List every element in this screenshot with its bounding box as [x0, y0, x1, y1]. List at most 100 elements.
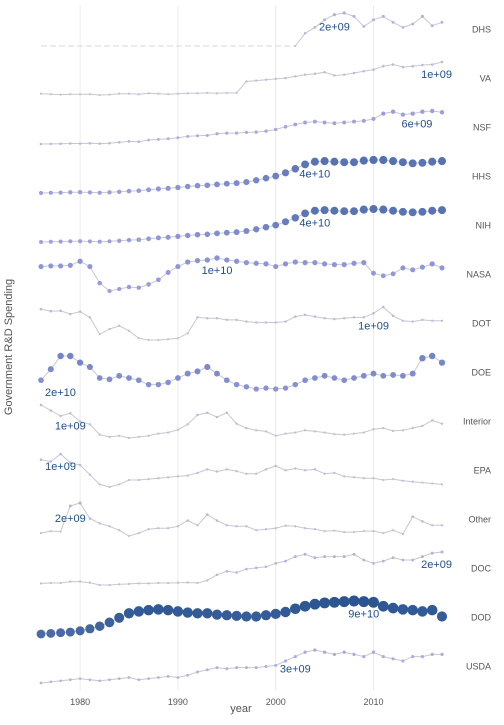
data-point [147, 528, 150, 531]
data-point [274, 464, 277, 468]
data-point [264, 78, 268, 82]
data-point [262, 223, 270, 231]
data-point [135, 377, 142, 384]
data-point [98, 433, 101, 436]
data-point [303, 429, 307, 432]
data-point [137, 478, 140, 482]
data-point [264, 664, 268, 669]
data-point [88, 517, 92, 520]
data-point [411, 654, 415, 659]
data-point [352, 432, 356, 435]
data-point [69, 93, 72, 96]
y-axis-title: Government R&D Spending [3, 279, 15, 415]
data-point [118, 324, 121, 327]
x-tick-label: 2000 [266, 697, 286, 707]
data-point [39, 92, 43, 95]
data-point [372, 18, 375, 22]
data-point [123, 608, 135, 619]
data-point [235, 571, 238, 574]
data-point [352, 652, 356, 657]
data-point [397, 604, 409, 615]
data-point [205, 133, 209, 137]
data-point [401, 319, 405, 323]
series-line [40, 61, 443, 96]
data-point [352, 476, 356, 479]
data-point [251, 611, 262, 622]
data-point [223, 377, 230, 384]
data-point [436, 611, 448, 622]
data-point [78, 501, 82, 505]
data-point [313, 556, 317, 560]
data-point [340, 207, 349, 216]
data-point [184, 183, 191, 190]
data-point [233, 258, 240, 264]
data-point [48, 239, 53, 244]
data-point [98, 333, 101, 336]
data-point [302, 377, 308, 384]
data-point [293, 122, 298, 127]
data-point [440, 483, 444, 486]
data-point [157, 338, 160, 342]
data-point [431, 482, 434, 485]
data-point [176, 92, 180, 95]
peak-value-label: 4e+10 [299, 218, 330, 230]
data-point [108, 93, 111, 96]
data-point [283, 124, 288, 129]
data-point [117, 140, 121, 144]
data-point [294, 431, 297, 434]
data-point [264, 468, 268, 471]
data-point [225, 411, 229, 414]
data-point [118, 583, 121, 586]
data-point [411, 320, 414, 323]
data-point [372, 428, 375, 431]
data-point [332, 13, 336, 17]
data-point [165, 379, 171, 386]
data-point [343, 475, 346, 478]
data-point [127, 582, 131, 586]
data-point [206, 411, 209, 414]
data-point [440, 319, 444, 323]
data-point [204, 257, 210, 263]
data-point [235, 422, 238, 425]
data-point [430, 551, 434, 555]
data-point [245, 472, 248, 475]
data-point [233, 229, 240, 236]
data-point [333, 74, 336, 77]
data-point [254, 566, 258, 570]
data-point [146, 282, 151, 287]
data-point [46, 628, 56, 638]
series-line [40, 453, 443, 488]
data-point [254, 666, 258, 670]
data-point [127, 436, 131, 440]
data-point [280, 606, 291, 618]
data-point [175, 184, 181, 191]
data-point [284, 559, 287, 563]
data-point [341, 377, 348, 384]
data-point [411, 64, 414, 68]
data-point [75, 626, 85, 636]
data-point [69, 312, 72, 316]
data-point [420, 14, 424, 18]
data-point [299, 600, 311, 612]
data-point [59, 414, 62, 418]
data-point [69, 461, 72, 465]
data-point [59, 581, 62, 585]
data-point [399, 372, 406, 379]
data-point [380, 273, 386, 279]
series-name-label: Interior [463, 417, 491, 427]
data-point [323, 431, 326, 434]
data-point [235, 91, 238, 95]
data-point [126, 375, 132, 381]
data-point [407, 604, 418, 616]
data-point [430, 524, 434, 527]
data-point [243, 259, 250, 266]
data-point [117, 286, 122, 292]
data-point [107, 239, 112, 244]
data-point [59, 452, 62, 456]
data-point [274, 434, 277, 437]
data-point [290, 603, 301, 615]
series-name-label: DOT [472, 319, 492, 329]
data-point [303, 73, 307, 76]
data-point [206, 317, 209, 320]
